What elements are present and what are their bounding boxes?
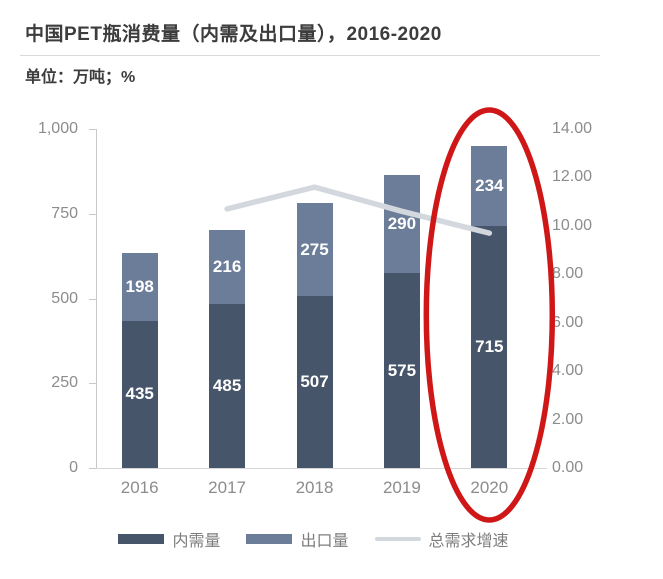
- y-axis-right-tick-label: 2.00: [552, 410, 584, 428]
- x-axis-line: [96, 468, 547, 469]
- y-axis-right-tick-label: 8.00: [552, 265, 584, 283]
- legend-swatch-export-volume-icon: [246, 534, 293, 544]
- legend-swatch-growth-line-icon: [374, 537, 421, 541]
- legend-label-export-volume: 出口量: [300, 533, 349, 550]
- x-axis-category-label: 2018: [295, 478, 334, 497]
- y-axis-left-tick-label: 1,000: [37, 120, 78, 137]
- y-axis-tick-mark: [89, 298, 96, 300]
- bar-value-label: 485: [212, 375, 242, 395]
- y-axis-tick-mark: [89, 383, 96, 385]
- bar-value-label: 290: [387, 213, 417, 233]
- chart-title: 中国PET瓶消费量（内需及出口量），2016-2020: [25, 24, 442, 45]
- legend-label-domestic-demand: 内需量: [172, 533, 221, 550]
- bar-value-label: 198: [125, 276, 154, 296]
- y-axis-left-tick-label: 750: [51, 204, 78, 222]
- y-axis-tick-mark: [89, 129, 96, 130]
- bar-value-label: 435: [125, 384, 154, 404]
- y-axis-right-tick-label: 14.00: [552, 120, 593, 137]
- bar-value-label: 216: [212, 256, 242, 276]
- bar-value-label: 715: [475, 336, 504, 356]
- x-axis-category-label: 2016: [120, 478, 159, 497]
- bar-value-label: 575: [387, 360, 417, 380]
- legend-label-total-demand-growth: 总需求增速: [428, 533, 509, 550]
- legend-item-domestic-demand: 内需量: [118, 527, 220, 551]
- x-axis-category-label: 2017: [208, 478, 247, 497]
- legend: 内需量 出口量 总需求增速: [0, 527, 663, 551]
- y-axis-left-tick-label: 0: [69, 459, 78, 476]
- chart-unit-label: 单位：万吨；%: [25, 69, 136, 86]
- legend-item-total-demand-growth: 总需求增速: [374, 527, 509, 551]
- y-axis-tick-mark: [89, 468, 96, 469]
- bar-value-label: 275: [300, 239, 329, 259]
- y-axis-line: [96, 129, 97, 468]
- y-axis-right-tick-label: 4.00: [552, 362, 584, 380]
- y-axis-right-tick-label: 10.00: [552, 216, 593, 234]
- title-divider: [20, 55, 600, 56]
- bar-segment-domestic-demand: [209, 303, 246, 468]
- legend-swatch-domestic-demand-icon: [118, 534, 165, 544]
- bar-segment-domestic-demand: [383, 273, 420, 468]
- y-axis-right-tick-label: 6.00: [552, 313, 584, 331]
- y-axis-left-tick-label: 250: [51, 374, 78, 392]
- bar-segment-export-volume: [209, 230, 246, 304]
- bar-segment-domestic-demand: [121, 320, 158, 468]
- x-axis-category-label: 2019: [382, 478, 421, 497]
- bar-segment-export-volume: [121, 253, 158, 321]
- bar-value-label: 507: [300, 372, 329, 392]
- bar-segment-domestic-demand: [296, 296, 333, 468]
- y-axis-right-tick-label: 12.00: [552, 168, 593, 186]
- x-axis-category-label: 2020: [470, 478, 509, 497]
- bar-value-label: 234: [475, 175, 504, 195]
- y-axis-tick-mark: [89, 213, 96, 215]
- y-axis-left-tick-label: 500: [51, 289, 78, 307]
- y-axis-right-tick-label: 0.00: [552, 459, 584, 476]
- legend-item-export-volume: 出口量: [246, 527, 349, 551]
